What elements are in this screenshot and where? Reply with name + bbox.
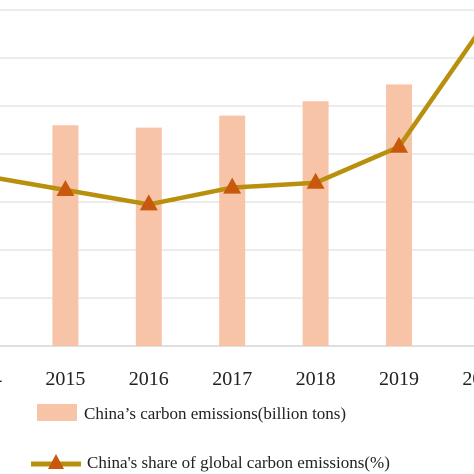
legend-item-bar: China’s carbon emissions(billion tons)	[37, 404, 346, 423]
bar-2015	[52, 125, 79, 346]
legend-label-bar: China’s carbon emissions(billion tons)	[84, 404, 346, 423]
x-tick-2015: 2015	[45, 368, 85, 390]
legend-item-line: China's share of global carbon emissions…	[31, 453, 390, 472]
line-series-global-share	[0, 34, 474, 211]
legend: China’s carbon emissions(billion tons) C…	[31, 404, 390, 472]
x-tick-2014: 2014	[0, 368, 2, 390]
line-point-2018	[306, 172, 325, 189]
legend-label-line: China's share of global carbon emissions…	[87, 453, 390, 472]
line-point-2019	[390, 136, 408, 153]
x-axis-tick-labels: 2014 2015 2016 2017 2018 2019 2020	[0, 368, 474, 390]
x-tick-2020: 2020	[462, 368, 474, 390]
x-tick-2017: 2017	[212, 368, 252, 390]
legend-triangle-marker	[48, 454, 64, 469]
bar-2019	[386, 84, 412, 347]
x-tick-2016: 2016	[129, 368, 169, 390]
bar-2018	[302, 101, 329, 346]
line-point-2017	[223, 177, 242, 194]
line-point-2015	[56, 180, 75, 196]
legend-bar-swatch	[37, 404, 77, 421]
bar-2016	[135, 127, 162, 346]
line-point-2016	[139, 194, 158, 211]
x-tick-2018: 2018	[296, 368, 336, 390]
x-tick-2019: 2019	[379, 368, 419, 390]
bar-2017	[219, 115, 246, 346]
bar-series-carbon-emissions	[52, 84, 412, 347]
